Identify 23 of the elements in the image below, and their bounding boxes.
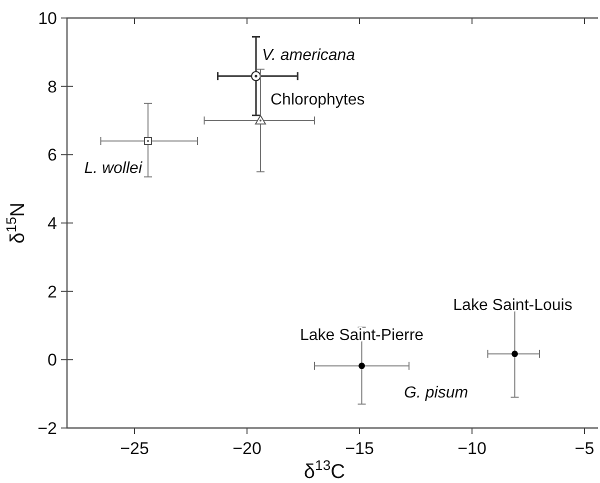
series-label: Chlorophytes [270,92,365,108]
annotation: G. pisum [404,384,468,402]
y-tick-label: 10 [38,9,57,28]
x-tick-label: −10 [458,439,486,458]
series-label: V. americana [262,47,356,64]
text: Lake Saint-Louis [453,296,572,314]
point [358,362,365,370]
y-tick-label: 6 [48,146,57,165]
x-axis-title: δ$^{13}$C [304,457,346,483]
series-label: L. wollei [84,160,142,177]
point [250,70,262,82]
y-tick-label: 8 [48,77,57,96]
y-tick-label: −2 [38,419,57,438]
point [512,350,518,358]
y-tick-label: 4 [48,214,57,233]
y-tick-label: 2 [48,282,57,302]
y-tick-label: 0 [48,350,57,370]
x-tick-label: −5 [574,439,594,458]
x-tick-label: −25 [120,439,149,458]
x-tick-label: −20 [232,439,262,458]
point [255,115,266,124]
point [144,137,152,145]
x-tick-label: −15 [345,439,374,458]
